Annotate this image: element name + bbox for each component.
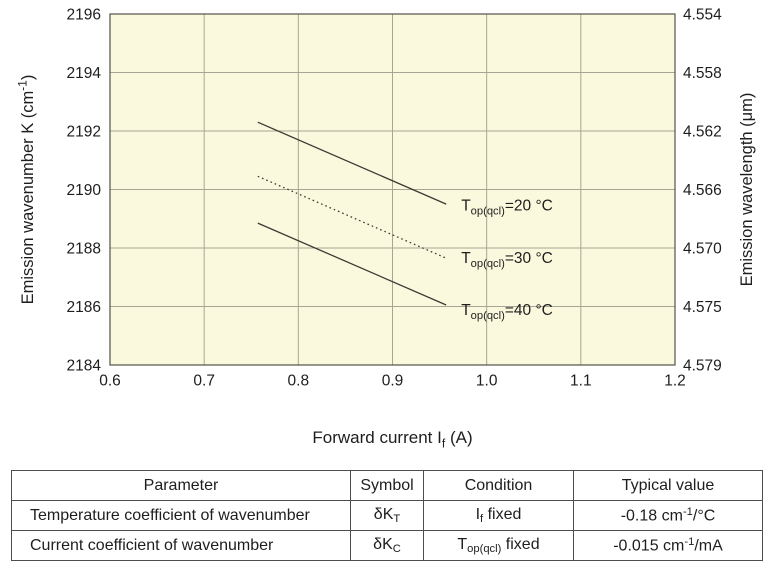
col-header-symbol: Symbol [350,470,424,501]
y-tick-label-right: 4.570 [683,241,722,258]
cell-symbol: δKC [350,530,424,561]
col-header-condition: Condition [423,470,574,501]
col-header-typical-value: Typical value [573,470,763,501]
cell-symbol: δKT [350,500,424,531]
y-tick-label-right: 4.558 [683,65,722,82]
table-row-current-coefficient: Current coefficient of wavenumber δKC To… [11,530,763,561]
y-tick-label-right: 4.575 [683,299,722,316]
x-axis-title: Forward current If (A) [312,428,472,451]
y-tick-label-right: 4.579 [683,358,722,375]
cell-condition: Top(qcl) fixed [423,530,574,561]
cell-parameter: Temperature coefficient of wavenumber [11,500,351,531]
x-tick-label: 1.0 [476,373,498,390]
y-tick-label-left: 2190 [67,182,102,199]
series-label-3: Top(qcl)=40 °C [461,302,553,322]
x-tick-label: 0.9 [382,373,404,390]
plot-border [109,13,676,366]
emission-wavenumber-chart: Top(qcl)=20 °C Top(qcl)=30 °C Top(qcl)=40 … [16,7,756,451]
cell-parameter: Current coefficient of wavenumber [11,530,351,561]
series-label-1: Top(qcl)=20 °C [461,198,553,218]
series-line-1 [257,121,447,205]
y-tick-label-right: 4.554 [683,7,722,24]
table-header-row: Parameter Symbol Condition Typical value [11,470,763,501]
cell-condition: If fixed [423,500,574,531]
x-tick-label: 0.8 [288,373,310,390]
y-axis-title-left: Emission wavenumber K (cm-1) [16,75,37,305]
y-axis-title-right: Emission wavelength (μm) [738,93,756,287]
cell-typical-value: -0.18 cm-1/°C [573,500,763,531]
parameters-table: Parameter Symbol Condition Typical value… [11,470,763,561]
y-tick-label-right: 4.562 [683,124,722,141]
x-tick-label: 1.1 [570,373,592,390]
y-tick-label-left: 2196 [67,7,101,24]
y-tick-label-left: 2184 [67,358,102,375]
x-tick-label: 0.6 [99,373,121,390]
series-line-2 [257,175,447,259]
x-tick-label: 0.7 [193,373,215,390]
cell-typical-value: -0.015 cm-1/mA [573,530,763,561]
series-line-3 [257,222,447,306]
x-tick-label: 1.2 [664,373,686,390]
y-tick-label-left: 2192 [67,124,101,141]
series-label-2: Top(qcl)=30 °C [461,250,553,270]
y-tick-label-right: 4.566 [683,182,722,199]
y-tick-label-left: 2194 [67,65,102,82]
y-tick-label-left: 2188 [67,241,101,258]
table-row-temperature-coefficient: Temperature coefficient of wavenumber δK… [11,500,763,531]
col-header-parameter: Parameter [11,470,351,501]
y-tick-label-left: 2186 [67,299,101,316]
